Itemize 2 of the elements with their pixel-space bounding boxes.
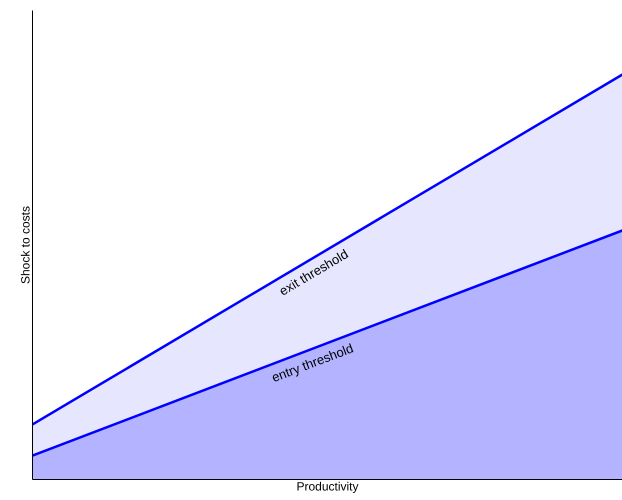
x-axis-title: Productivity: [296, 480, 359, 494]
y-axis-title: Shock to costs: [18, 206, 32, 284]
